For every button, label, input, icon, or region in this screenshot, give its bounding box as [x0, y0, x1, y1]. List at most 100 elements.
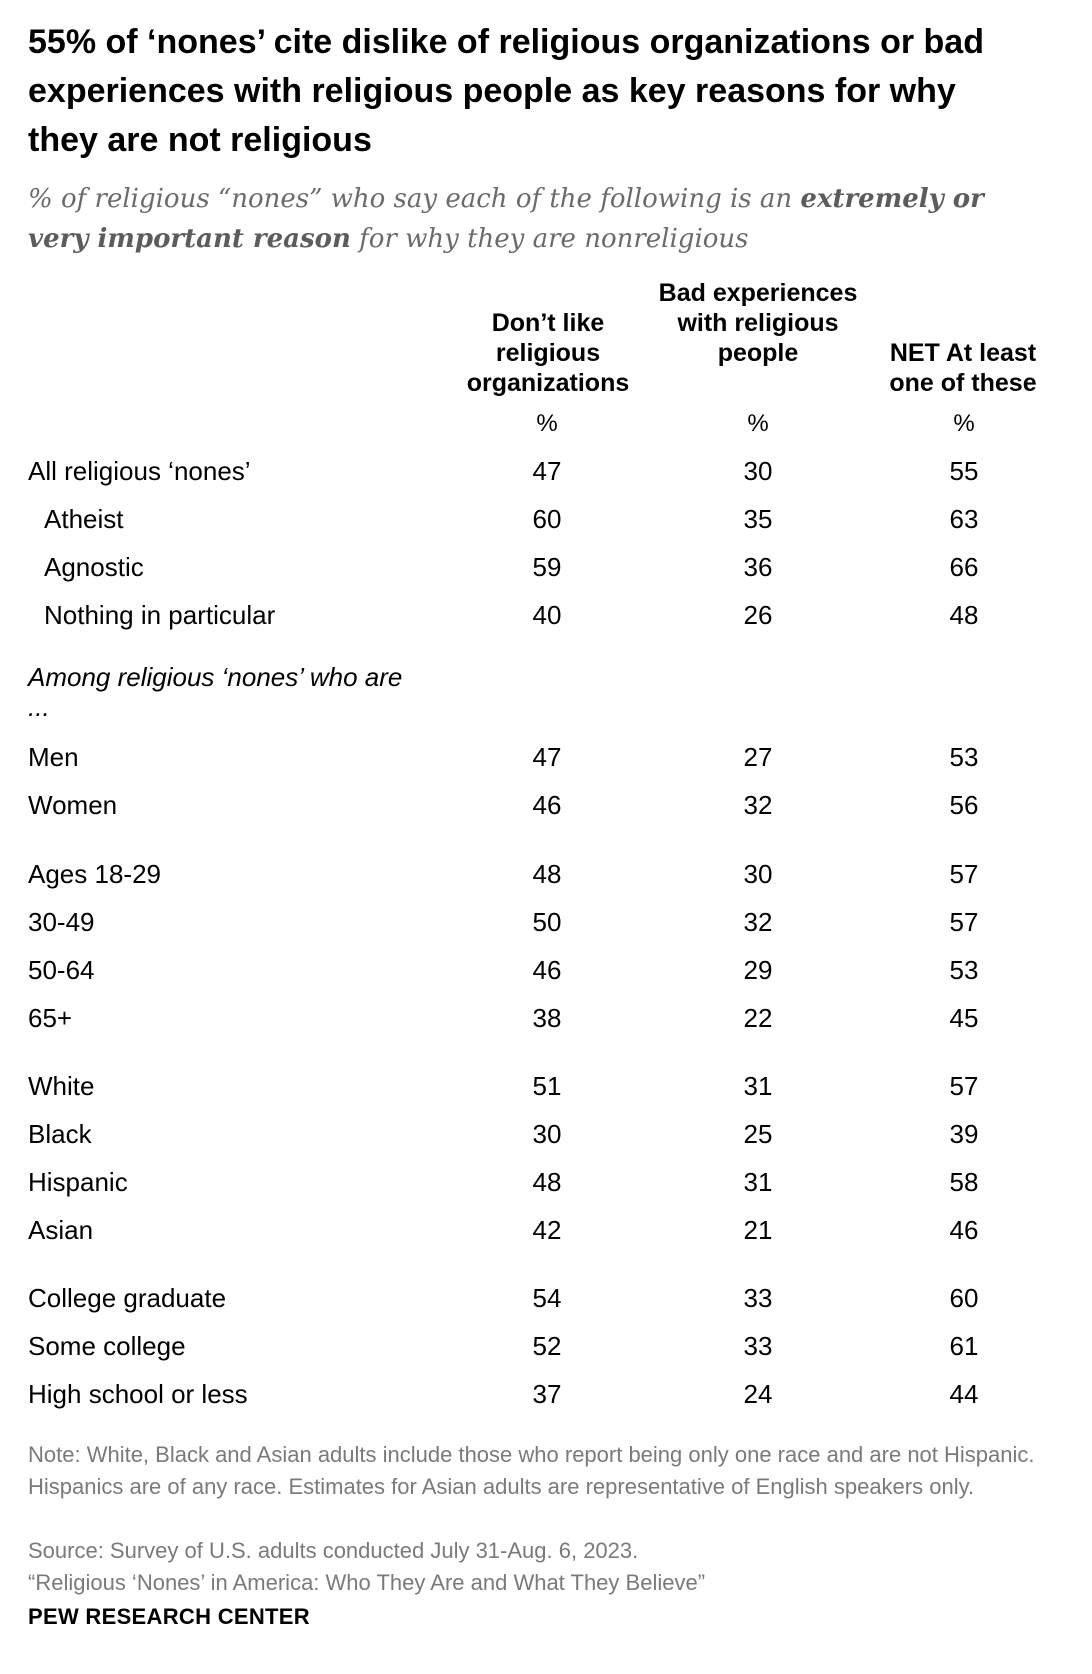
table-row: Ages 18-29 48 30 57 [28, 852, 1068, 896]
value-cell: 46 [532, 955, 562, 985]
value-cell: 60 [532, 504, 562, 534]
table-row: Women 46 32 56 [28, 783, 1068, 827]
value-cell: 50 [532, 907, 562, 937]
value-cell: 53 [949, 742, 979, 772]
column-unit-dislike-orgs: % [536, 410, 558, 437]
row-label: Atheist [44, 504, 124, 534]
value-cell: 37 [532, 1379, 562, 1409]
value-cell: 60 [949, 1283, 979, 1313]
table-row: High school or less 37 24 44 [28, 1372, 1068, 1416]
value-cell: 66 [949, 552, 979, 582]
value-cell: 31 [743, 1167, 773, 1197]
row-label: White [28, 1071, 95, 1101]
table-row: Some college 52 33 61 [28, 1324, 1068, 1368]
section-label: Among religious ‘nones’ who are ... [28, 662, 403, 722]
value-cell: 33 [743, 1331, 773, 1361]
value-cell: 57 [949, 1071, 979, 1101]
table-row: Asian 42 21 46 [28, 1208, 1068, 1252]
chart-subtitle: % of religious “nones” who say each of t… [28, 179, 1038, 259]
report-title-text: “Religious ‘Nones’ in America: Who They … [28, 1570, 706, 1595]
value-cell: 30 [532, 1119, 562, 1149]
value-cell: 59 [532, 552, 562, 582]
table-row: Atheist 60 35 63 [28, 497, 1068, 541]
table-row: All religious ‘nones’ 47 30 55 [28, 449, 1068, 493]
value-cell: 48 [949, 600, 979, 630]
value-cell: 48 [532, 1167, 562, 1197]
subtitle-prefix: % of religious “nones” who say each of t… [28, 184, 801, 214]
column-header-bad-experiences: Bad experiences with religious people [658, 279, 858, 367]
value-cell: 26 [743, 600, 773, 630]
table-row: 50-64 46 29 53 [28, 948, 1068, 992]
value-cell: 36 [743, 552, 773, 582]
row-label: Asian [28, 1215, 94, 1245]
column-header-net: NET At least one of these [889, 339, 1037, 397]
row-label: 50-64 [28, 955, 95, 985]
value-cell: 63 [949, 504, 979, 534]
subtitle-suffix: for why they are nonreligious [350, 224, 749, 254]
table-row: Men 47 27 53 [28, 735, 1068, 779]
value-cell: 33 [743, 1283, 773, 1313]
row-label: Ages 18-29 [28, 859, 161, 889]
table-row: Black 30 25 39 [28, 1112, 1068, 1156]
value-cell: 58 [949, 1167, 979, 1197]
value-cell: 45 [949, 1003, 979, 1033]
value-cell: 32 [743, 790, 773, 820]
value-cell: 39 [949, 1119, 979, 1149]
row-label: Some college [28, 1331, 186, 1361]
value-cell: 24 [743, 1379, 773, 1409]
row-label: Women [28, 790, 118, 820]
table-row: Agnostic 59 36 66 [28, 545, 1068, 589]
value-cell: 40 [532, 600, 562, 630]
value-cell: 30 [743, 456, 773, 486]
table-row: White 51 31 57 [28, 1064, 1068, 1108]
value-cell: 46 [532, 790, 562, 820]
table-row: Hispanic 48 31 58 [28, 1160, 1068, 1204]
table-row: College graduate 54 33 60 [28, 1276, 1068, 1320]
value-cell: 35 [743, 504, 773, 534]
value-cell: 32 [743, 907, 773, 937]
value-cell: 47 [532, 742, 562, 772]
column-header-dislike-orgs: Don’t like religious organizations [466, 309, 630, 397]
value-cell: 25 [743, 1119, 773, 1149]
value-cell: 52 [532, 1331, 562, 1361]
table-row: Nothing in particular 40 26 48 [28, 593, 1068, 637]
value-cell: 44 [949, 1379, 979, 1409]
value-cell: 27 [743, 742, 773, 772]
value-cell: 30 [743, 859, 773, 889]
value-cell: 57 [949, 859, 979, 889]
column-unit-bad-experiences: % [747, 410, 769, 437]
value-cell: 46 [949, 1215, 979, 1245]
note-text: Note: White, Black and Asian adults incl… [28, 1442, 1035, 1499]
pew-research-center-logo: PEW RESEARCH CENTER [28, 1604, 310, 1629]
value-cell: 53 [949, 955, 979, 985]
row-label: Hispanic [28, 1167, 128, 1197]
row-label: High school or less [28, 1379, 248, 1409]
value-cell: 61 [949, 1331, 979, 1361]
row-label: 65+ [28, 1003, 73, 1033]
value-cell: 57 [949, 907, 979, 937]
value-cell: 51 [532, 1071, 562, 1101]
table-row: 65+ 38 22 45 [28, 996, 1068, 1040]
value-cell: 48 [532, 859, 562, 889]
row-label: All religious ‘nones’ [28, 456, 251, 486]
value-cell: 38 [532, 1003, 562, 1033]
row-label: Nothing in particular [44, 600, 276, 630]
subtitle-emphasis: extremely or very important reason [28, 184, 984, 254]
table-row: 30-49 50 32 57 [28, 900, 1068, 944]
row-label: Agnostic [44, 552, 144, 582]
source-text: Source: Survey of U.S. adults conducted … [28, 1538, 639, 1563]
row-label: Black [28, 1119, 92, 1149]
value-cell: 47 [532, 456, 562, 486]
row-label: College graduate [28, 1283, 227, 1313]
column-unit-net: % [953, 410, 975, 437]
value-cell: 21 [743, 1215, 773, 1245]
value-cell: 55 [949, 456, 979, 486]
value-cell: 42 [532, 1215, 562, 1245]
value-cell: 22 [743, 1003, 773, 1033]
chart-title: 55% of ‘nones’ cite dislike of religious… [28, 23, 984, 159]
value-cell: 29 [743, 955, 773, 985]
value-cell: 54 [532, 1283, 562, 1313]
row-label: Men [28, 742, 79, 772]
value-cell: 56 [949, 790, 979, 820]
row-label: 30-49 [28, 907, 95, 937]
